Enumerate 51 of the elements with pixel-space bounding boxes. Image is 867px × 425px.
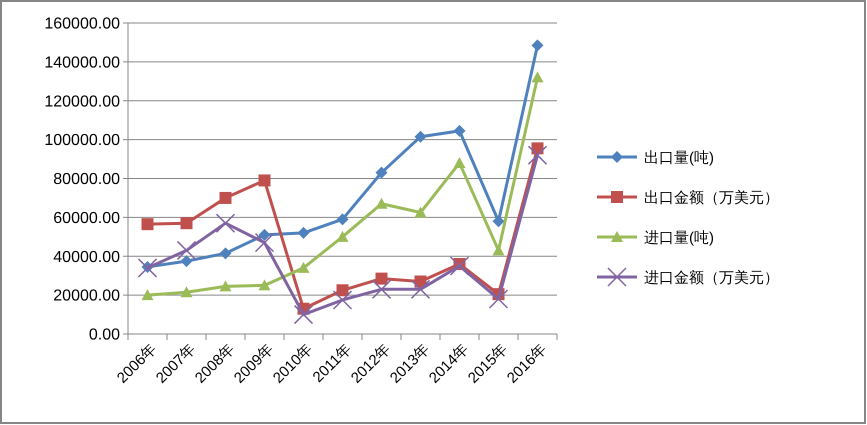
point	[258, 174, 270, 186]
point	[220, 192, 232, 204]
point	[376, 272, 388, 285]
y-tick-label: 160000.00	[44, 16, 120, 33]
point	[142, 289, 154, 300]
point	[332, 290, 352, 310]
point	[450, 256, 470, 276]
point	[528, 145, 548, 165]
point	[376, 198, 388, 209]
y-tick-label: 60000.00	[53, 210, 120, 227]
point	[258, 228, 270, 241]
point	[532, 71, 544, 82]
point	[258, 279, 270, 290]
y-tick-label: 0.00	[88, 326, 120, 344]
point	[180, 286, 192, 298]
y-tick-label: 100000.00	[44, 132, 120, 150]
point	[220, 280, 232, 292]
legend-label: 出口金额（万美元）	[644, 189, 779, 206]
y-tick-label: 120000.00	[44, 93, 120, 110]
point	[294, 304, 314, 324]
point	[336, 213, 348, 226]
y-tick-label: 80000.00	[53, 171, 120, 188]
point	[142, 218, 154, 230]
point	[298, 262, 310, 273]
point	[454, 124, 466, 137]
point	[254, 232, 274, 252]
point	[138, 258, 158, 278]
point	[336, 284, 348, 296]
y-tick-label: 140000.00	[44, 54, 120, 72]
point	[220, 247, 232, 260]
y-tick-label: 20000.00	[53, 288, 120, 305]
point	[410, 280, 430, 300]
point	[180, 255, 192, 268]
point	[376, 166, 388, 179]
y-tick-label: 40000.00	[53, 248, 120, 266]
point	[414, 206, 426, 218]
legend-label: 进口金额（万美元）	[644, 269, 779, 286]
point	[414, 130, 426, 143]
point	[532, 39, 544, 52]
point	[216, 213, 236, 233]
legend-label: 进口量(吨)	[644, 229, 714, 246]
point	[492, 244, 504, 256]
point	[372, 280, 392, 300]
point	[180, 217, 192, 230]
legend-label: 出口量(吨)	[644, 149, 714, 166]
point	[176, 240, 196, 260]
point	[454, 156, 466, 168]
point	[298, 226, 310, 239]
point	[488, 289, 508, 309]
point	[492, 215, 504, 228]
point	[336, 230, 348, 242]
